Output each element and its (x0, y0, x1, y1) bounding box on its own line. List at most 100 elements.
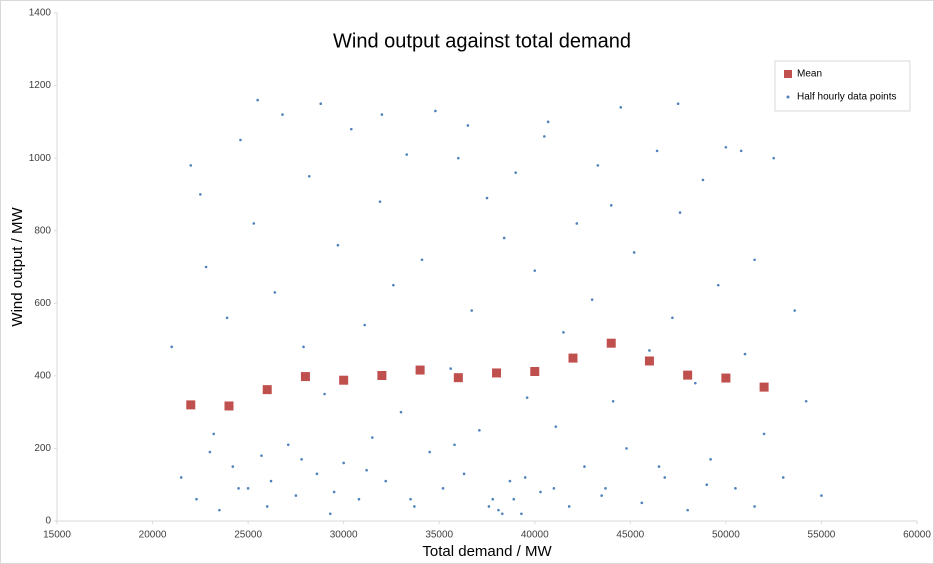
data-point (676, 102, 680, 106)
data-point (231, 465, 235, 468)
legend-label: Half hourly data points (797, 92, 897, 103)
data-point (762, 432, 766, 436)
data-point (380, 113, 384, 116)
mean-marker (530, 367, 540, 377)
legend-marker (786, 95, 790, 99)
data-point (804, 399, 808, 403)
data-point (462, 472, 466, 476)
data-point (485, 196, 489, 200)
y-tick-label: 1000 (29, 153, 52, 164)
data-point (371, 436, 374, 439)
x-tick-label: 15000 (43, 530, 71, 541)
mean-marker (300, 372, 310, 382)
data-point (820, 494, 823, 497)
data-point (413, 505, 416, 508)
data-point (281, 113, 284, 116)
data-point (753, 258, 756, 262)
data-point (357, 497, 361, 501)
data-point (420, 258, 424, 262)
mean-marker (568, 353, 578, 363)
data-point (502, 236, 506, 240)
data-point (294, 494, 298, 497)
x-tick-label: 25000 (234, 530, 262, 541)
data-point (543, 135, 546, 138)
data-point (239, 138, 242, 142)
data-point (648, 349, 651, 352)
data-point (307, 174, 311, 178)
data-point (204, 265, 208, 269)
data-point (449, 367, 452, 370)
data-point (453, 443, 456, 447)
mean-marker (606, 338, 616, 348)
data-point (225, 316, 229, 320)
mean-marker (186, 400, 196, 410)
mean-marker (644, 356, 654, 366)
data-point (246, 487, 250, 490)
data-point (632, 251, 636, 254)
y-axis-title: Wind output / MW (9, 207, 26, 327)
chart-title: Wind output against total demand (333, 30, 631, 52)
data-point (671, 316, 674, 320)
data-point (269, 479, 273, 483)
mean-marker (377, 370, 387, 380)
y-tick-label: 400 (34, 370, 51, 381)
x-tick-label: 55000 (808, 530, 836, 541)
data-point (609, 204, 613, 207)
data-point (286, 443, 290, 447)
data-point (753, 505, 756, 508)
data-point (567, 505, 571, 508)
data-point (694, 381, 697, 385)
data-point (655, 149, 659, 153)
data-point (546, 120, 550, 124)
data-point (252, 222, 256, 225)
data-point (533, 269, 537, 272)
data-point (328, 512, 332, 516)
x-tick-label: 60000 (903, 530, 931, 541)
x-tick-label: 20000 (139, 530, 167, 541)
data-point (709, 458, 712, 461)
data-point (596, 164, 600, 167)
data-point (619, 106, 623, 109)
data-point (739, 149, 743, 153)
data-point (428, 450, 431, 454)
data-point (508, 479, 512, 483)
data-point (189, 164, 193, 167)
data-point (575, 222, 579, 225)
data-point (600, 494, 603, 497)
data-point (457, 156, 460, 160)
legend-label: Mean (797, 69, 822, 80)
y-tick-label: 1400 (29, 8, 52, 19)
data-point (409, 497, 412, 501)
data-point (478, 428, 481, 432)
data-point (497, 508, 500, 512)
data-point (256, 98, 259, 102)
data-point (705, 483, 709, 487)
data-point (392, 283, 395, 287)
data-point (208, 450, 212, 454)
y-tick-label: 600 (34, 298, 51, 309)
data-point (237, 487, 240, 490)
data-point (743, 352, 747, 356)
x-tick-label: 40000 (521, 530, 549, 541)
data-point (342, 461, 345, 465)
data-point (434, 109, 437, 113)
y-tick-label: 1200 (29, 80, 52, 91)
data-point (686, 508, 689, 512)
data-point (384, 479, 388, 483)
data-point (273, 291, 277, 294)
mean-marker (492, 368, 502, 378)
x-tick-label: 30000 (330, 530, 358, 541)
mean-marker (759, 382, 769, 392)
data-point (512, 497, 516, 501)
data-point (350, 127, 353, 131)
mean-marker (224, 401, 234, 411)
data-point (399, 410, 403, 414)
data-point (678, 211, 682, 214)
mean-marker (683, 370, 693, 380)
data-point (300, 458, 303, 461)
data-point (520, 512, 523, 516)
data-point (562, 331, 565, 334)
data-point (302, 345, 305, 349)
data-point (336, 243, 340, 247)
